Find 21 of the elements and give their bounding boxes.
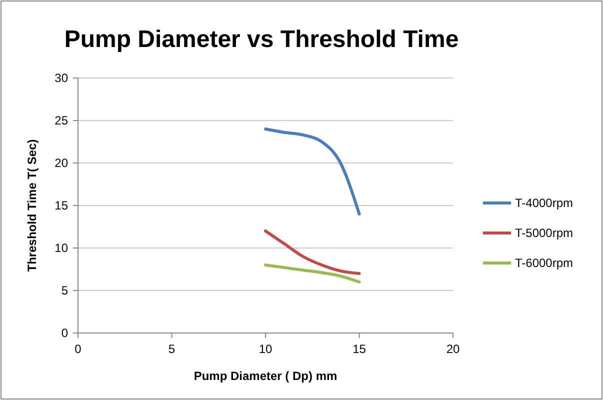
chart-title: Pump Diameter vs Threshold Time: [64, 26, 459, 53]
x-axis-title: Pump Diameter ( Dp) mm: [194, 369, 338, 383]
y-tick-label: 20: [54, 156, 68, 170]
y-axis-title: Threshold Time T( Sec): [25, 139, 39, 272]
y-tick-label: 0: [61, 326, 68, 340]
y-tick-label: 15: [54, 198, 68, 212]
line-series: [264, 264, 361, 284]
x-tick-label: 5: [168, 342, 176, 356]
line-series: [264, 128, 361, 216]
x-tick-label: 10: [258, 342, 272, 356]
y-tick-label: 10: [54, 241, 68, 255]
x-tick-label: 15: [352, 342, 366, 356]
legend-label: T-5000rpm: [515, 226, 574, 240]
y-tick-label: 5: [61, 284, 68, 298]
x-tick-label: 0: [74, 342, 82, 356]
y-tick-label: 30: [54, 71, 68, 85]
x-tick-label: 20: [446, 342, 460, 356]
line-series: [264, 230, 361, 275]
legend-label: T-6000rpm: [515, 256, 574, 270]
legend-label: T-4000rpm: [515, 196, 574, 210]
y-tick-label: 25: [54, 114, 68, 128]
